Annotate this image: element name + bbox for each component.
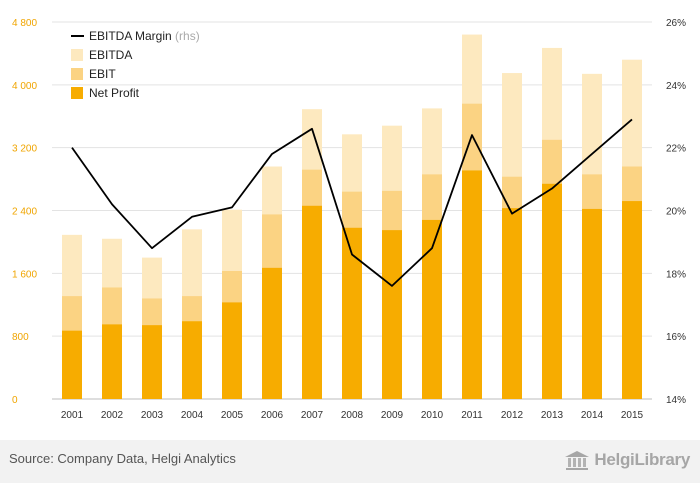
y-right-tick-label: 22% (666, 144, 686, 155)
x-tick-label: 2003 (141, 410, 164, 421)
legend-label-suffix: (rhs) (172, 29, 200, 43)
chart: 0 800 1 600 2 400 3 200 4 000 4 800 14% 16% 18% 20… (12, 18, 686, 421)
legend-box-swatch (71, 49, 83, 61)
bar-net-profit (622, 201, 642, 399)
x-tick-label: 2002 (101, 410, 124, 421)
y-right-tick-label: 14% (666, 395, 686, 406)
y-right-tick-label: 20% (666, 207, 686, 218)
bar-net-profit (502, 208, 522, 399)
axes: 0 800 1 600 2 400 3 200 4 000 4 800 14% 16% 18% 20… (12, 18, 686, 421)
library-building-icon (565, 451, 590, 470)
legend-label: EBITDA Margin (rhs) (89, 29, 200, 43)
x-tick-label: 2005 (221, 410, 244, 421)
x-tick-label: 2013 (541, 410, 564, 421)
bar-net-profit (302, 205, 322, 399)
y-left-tick-label: 0 (12, 395, 18, 406)
x-tick-label: 2009 (381, 410, 404, 421)
margin-line-series (71, 118, 633, 287)
y-left-tick-label: 800 (12, 332, 29, 343)
legend-label: EBIT (89, 67, 116, 81)
x-tick-label: 2015 (621, 410, 644, 421)
legend: EBITDA Margin (rhs) EBITDA EBIT Net Profit (71, 29, 200, 100)
y-right-tick-label: 16% (666, 332, 686, 343)
x-tick-label: 2004 (181, 410, 204, 421)
y-left-tick-label: 3 200 (12, 144, 37, 155)
bar-net-profit (182, 321, 202, 399)
bar-net-profit (422, 219, 442, 399)
y-right-tick-label: 26% (666, 18, 686, 29)
bar-series (62, 34, 642, 400)
x-tick-label: 2011 (461, 410, 483, 421)
ebitda-margin-line (71, 118, 633, 287)
bar-net-profit (542, 183, 562, 399)
bar-net-profit (262, 267, 282, 399)
source-note: Source: Company Data, Helgi Analytics (9, 451, 236, 466)
bar-net-profit (142, 325, 162, 399)
bar-net-profit (582, 208, 602, 399)
helgi-library-logo: HelgiLibrary (564, 449, 690, 471)
bar-net-profit (102, 324, 122, 399)
legend-label: Net Profit (89, 86, 140, 100)
x-tick-label: 2012 (501, 410, 524, 421)
bar-net-profit (342, 227, 362, 399)
bar-net-profit (382, 230, 402, 399)
y-right-tick-label: 18% (666, 269, 686, 280)
legend-box-swatch (71, 68, 83, 80)
x-tick-label: 2006 (261, 410, 284, 421)
y-left-tick-label: 4 800 (12, 18, 37, 29)
logo-wordmark: HelgiLibrary (594, 450, 690, 469)
bar-net-profit (462, 170, 482, 399)
bar-net-profit (222, 302, 242, 399)
y-left-tick-label: 1 600 (12, 269, 37, 280)
y-right-tick-label: 24% (666, 81, 686, 92)
x-tick-label: 2007 (301, 410, 324, 421)
legend-box-swatch (71, 87, 83, 99)
bar-net-profit (62, 330, 82, 399)
x-tick-label: 2014 (581, 410, 604, 421)
x-tick-label: 2010 (421, 410, 444, 421)
x-tick-label: 2001 (61, 410, 84, 421)
y-left-tick-label: 4 000 (12, 81, 37, 92)
footer: Source: Company Data, Helgi Analytics He… (0, 440, 700, 483)
legend-label: EBITDA (89, 48, 132, 62)
y-left-tick-label: 2 400 (12, 207, 37, 218)
x-tick-label: 2008 (341, 410, 364, 421)
